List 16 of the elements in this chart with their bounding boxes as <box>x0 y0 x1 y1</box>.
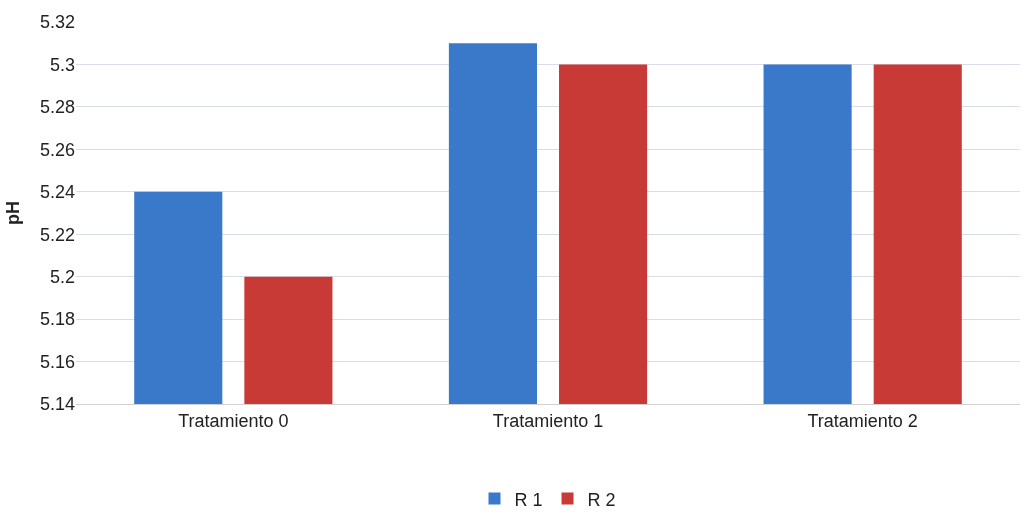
y-tick-label: 5.24 <box>39 182 75 203</box>
y-axis-title: pH <box>3 201 24 225</box>
y-tick-label: 5.2 <box>49 266 75 287</box>
y-tick-label: 5.18 <box>39 309 75 330</box>
y-tick-label: 5.32 <box>39 12 75 33</box>
y-tick-label: 5.3 <box>49 54 75 75</box>
y-tick-label: 5.14 <box>39 394 75 415</box>
y-tick-label: 5.28 <box>39 97 75 118</box>
y-tick-label: 5.16 <box>39 351 75 372</box>
x-tick-label: Tratamiento 1 <box>492 410 604 431</box>
y-tick-label: 5.22 <box>39 224 75 245</box>
x-tick-label: Tratamiento 0 <box>178 410 289 431</box>
y-tick-label: 5.26 <box>39 139 75 160</box>
legend-label: R 1 <box>514 489 543 510</box>
legend-label: R 2 <box>587 489 616 510</box>
x-tick-label: Tratamiento 2 <box>807 410 918 431</box>
